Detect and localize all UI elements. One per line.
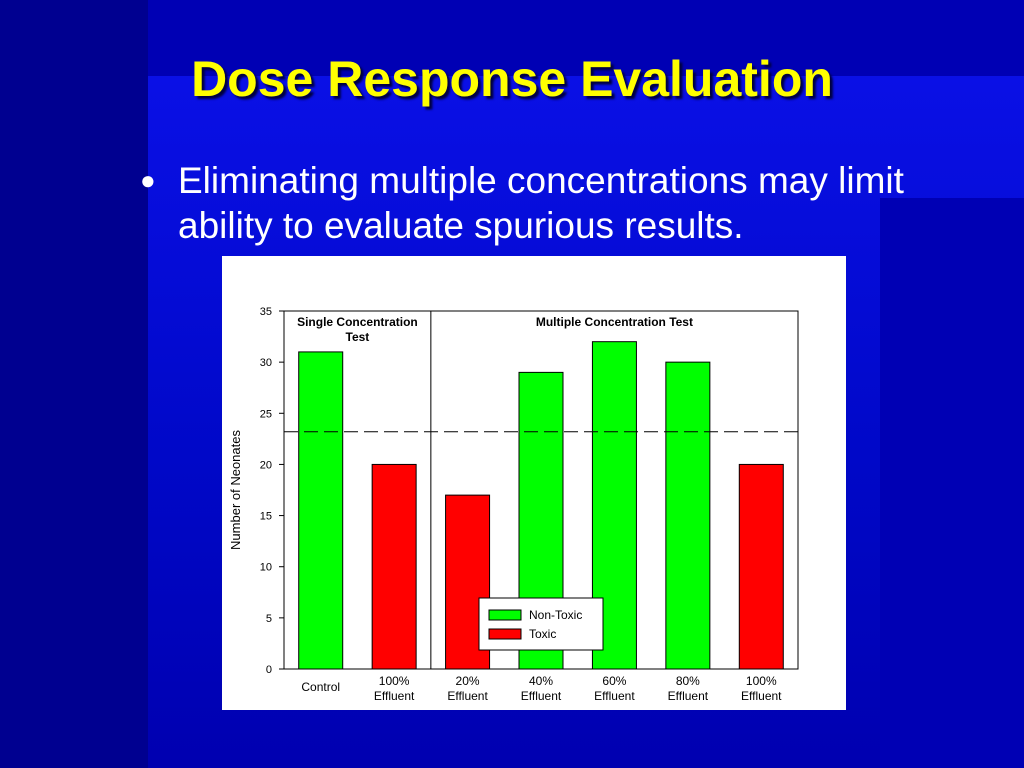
bar [298, 351, 344, 670]
x-tick-label: 60% [602, 674, 626, 688]
x-tick-label: 100% [379, 674, 410, 688]
x-tick-label: Effluent [668, 689, 709, 703]
bar-chart: 0 5 10 15 20 25 30 35 Number of Neonates Control 1… [228, 306, 799, 703]
bar [665, 361, 711, 670]
x-tick-label: 40% [529, 674, 553, 688]
y-tick-label: 20 [260, 459, 272, 471]
section-label: Multiple Concentration Test [536, 315, 693, 329]
legend-swatch [488, 628, 522, 640]
x-tick-label: Effluent [594, 689, 635, 703]
y-tick-label: 35 [260, 306, 272, 318]
y-tick-label: 30 [260, 357, 272, 369]
section-label: Test [346, 330, 370, 344]
x-tick-label: Effluent [374, 689, 415, 703]
x-tick-label: Effluent [521, 689, 562, 703]
bar [371, 463, 417, 670]
chart-panel: 0 5 10 15 20 25 30 35 Number of Neonates Control 1… [222, 256, 846, 710]
y-tick-label: 10 [260, 562, 272, 574]
y-tick-label: 25 [260, 408, 272, 420]
legend-swatch [488, 609, 522, 621]
y-tick-label: 0 [266, 664, 272, 676]
legend-label: Non-Toxic [529, 608, 582, 622]
x-tick-label: Control [301, 680, 340, 694]
x-tick-label: 20% [456, 674, 480, 688]
legend-box [478, 597, 604, 651]
y-tick-label: 15 [260, 511, 272, 523]
x-tick-label: 100% [746, 674, 777, 688]
x-tick-label: Effluent [741, 689, 782, 703]
bar [445, 494, 491, 670]
x-tick-label: 80% [676, 674, 700, 688]
y-axis-label: Number of Neonates [228, 430, 243, 550]
background-band-left [0, 0, 148, 768]
legend-label: Toxic [529, 627, 556, 641]
slide-title: Dose Response Evaluation [191, 51, 833, 107]
x-tick-label: Effluent [447, 689, 488, 703]
bar [738, 463, 784, 670]
background-band-top [148, 0, 1024, 76]
bullet-text: Eliminating multiple concentrations may … [178, 160, 904, 246]
background-band-right [880, 198, 1024, 768]
y-tick-label: 5 [266, 613, 272, 625]
bullet-dot-icon: ● [140, 165, 156, 195]
section-label: Single Concentration [297, 315, 418, 329]
